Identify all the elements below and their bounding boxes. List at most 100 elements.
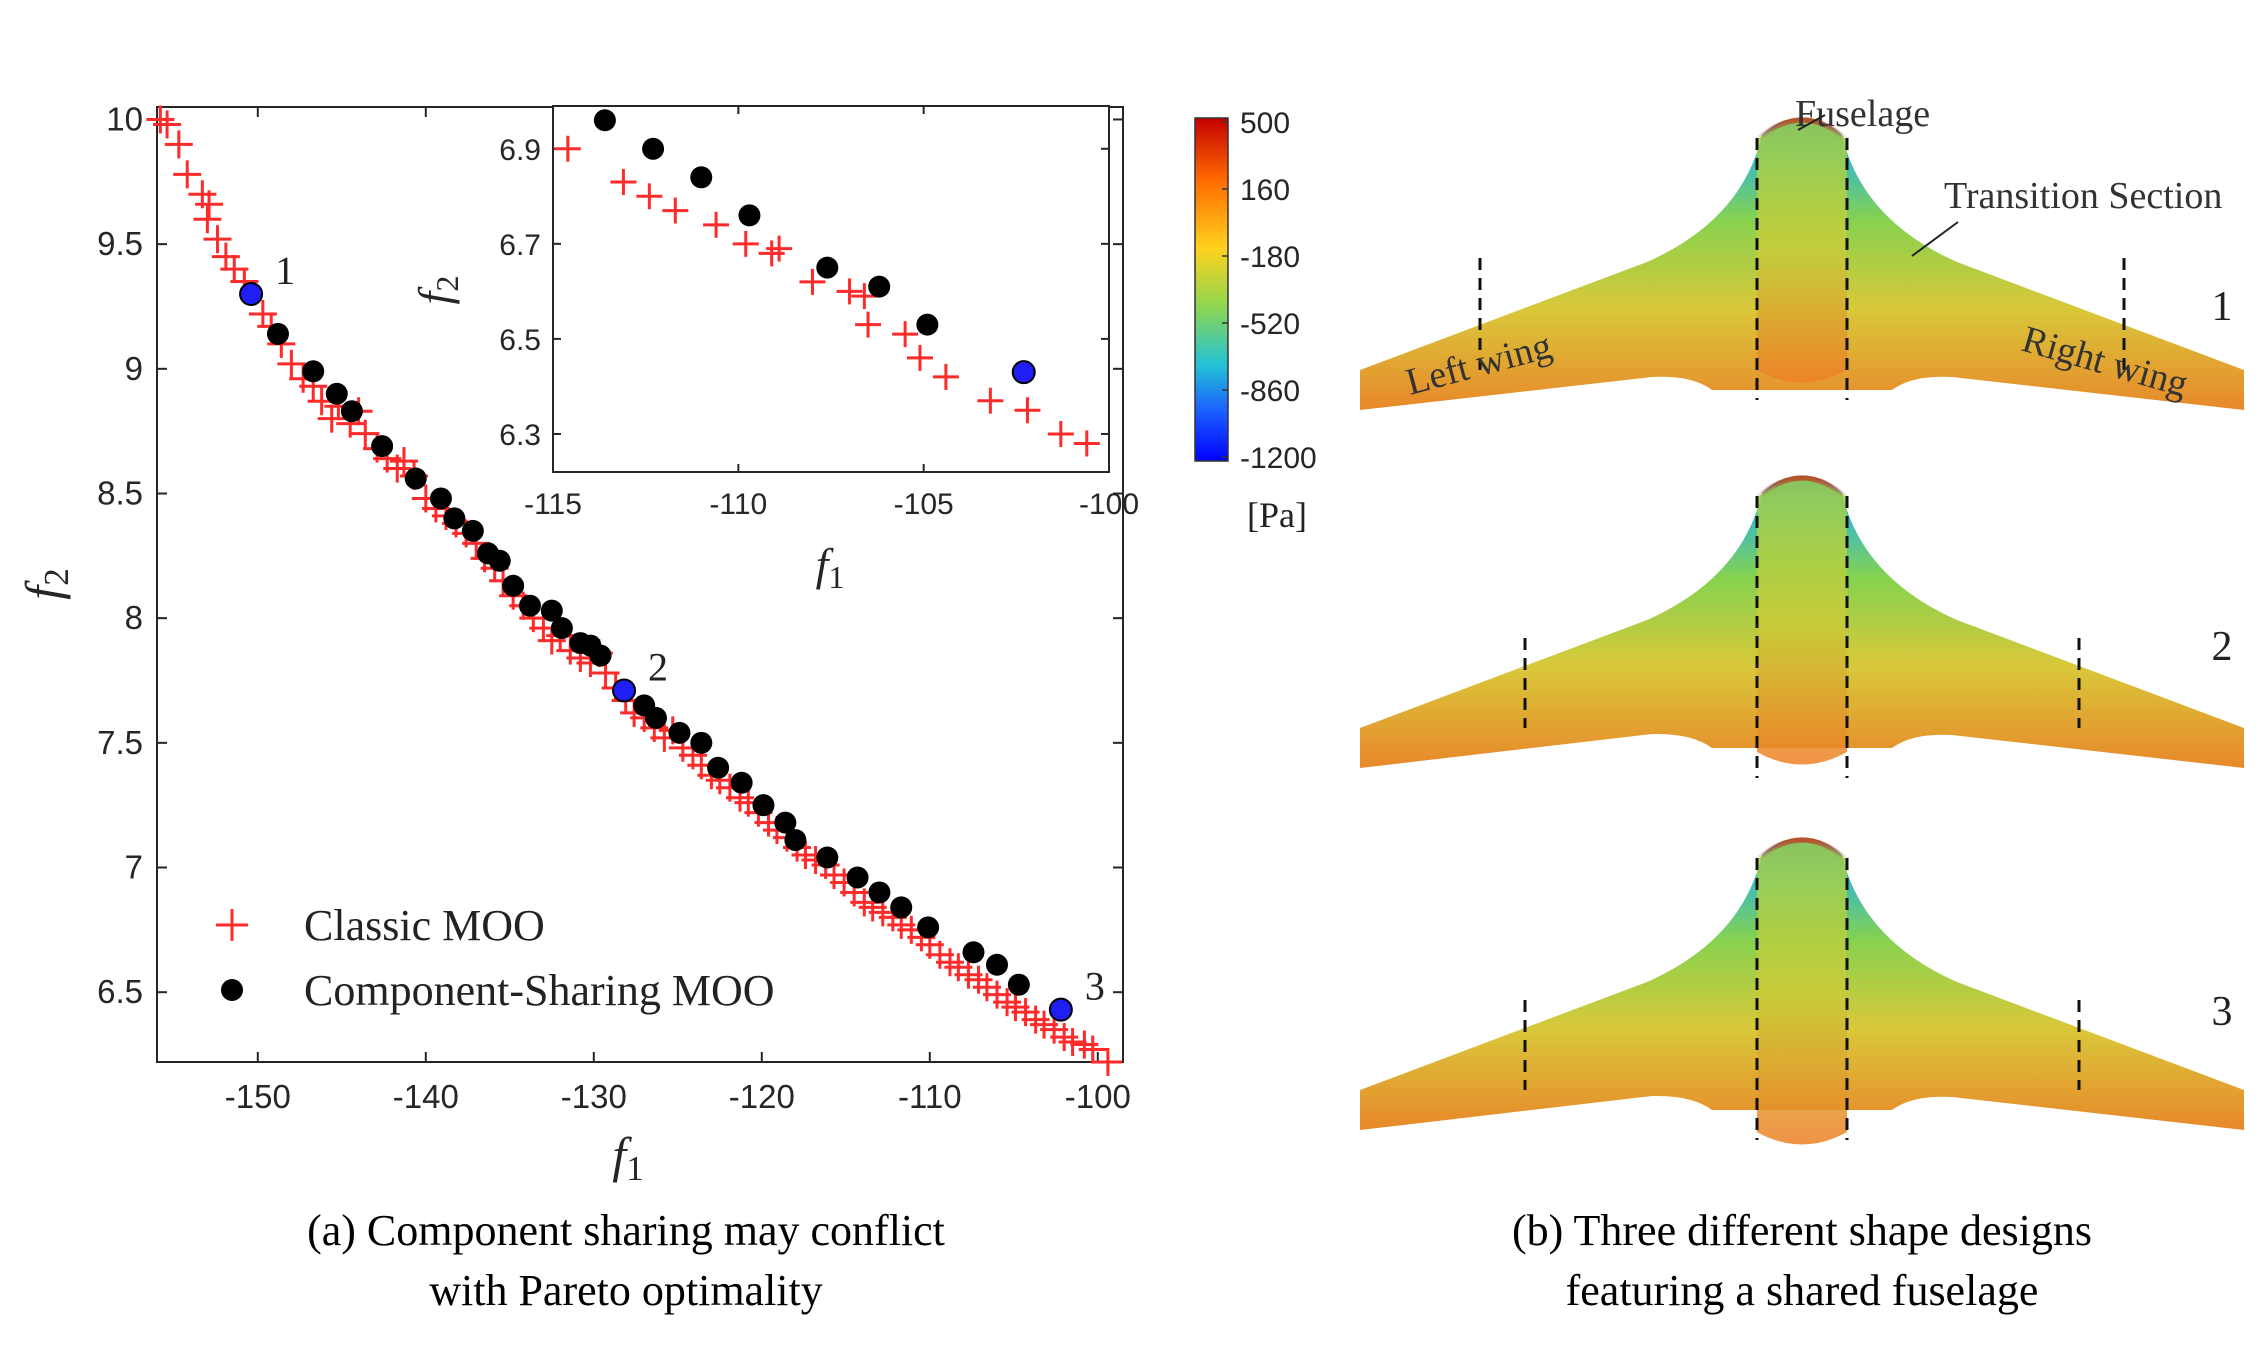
component-sharing-point: [461, 519, 484, 542]
classic-moo-point: [851, 283, 878, 310]
main-y-axis-label: f2: [15, 568, 76, 599]
component-sharing-point: [890, 896, 913, 919]
component-sharing-point: [707, 756, 730, 779]
component-sharing-point: [690, 731, 713, 754]
classic-moo-point: [610, 169, 637, 196]
x-tick-label: -110: [709, 488, 767, 521]
fuselage-label: Fuselage: [1795, 93, 1930, 135]
component-sharing-point: [868, 275, 891, 298]
component-sharing-point: [302, 360, 325, 383]
y-tick-label: 10: [106, 100, 143, 137]
x-tick-label: -100: [1065, 1078, 1131, 1115]
y-tick-label: 6.3: [499, 419, 541, 452]
y-tick-label: 7.5: [97, 724, 143, 761]
component-sharing-point: [642, 137, 665, 160]
x-tick-label: -105: [894, 488, 954, 521]
classic-moo-point: [977, 387, 1004, 414]
fuselage-surface: [1757, 840, 1847, 1145]
y-tick-label: 6.7: [499, 229, 541, 262]
component-sharing-point: [371, 435, 394, 458]
classic-moo-point: [193, 205, 222, 234]
transition-section-label: Transition Section: [1944, 175, 2222, 217]
selected-design-point: [1011, 360, 1036, 385]
component-sharing-point: [502, 574, 525, 597]
classic-moo-point: [1058, 1028, 1087, 1057]
legend-classic-label: Classic MOO: [304, 901, 545, 950]
x-tick-label: -115: [524, 488, 582, 521]
design-number: 3: [2212, 989, 2233, 1035]
component-sharing-point: [404, 467, 427, 490]
classic-moo-point: [317, 404, 346, 433]
component-sharing-point: [816, 846, 839, 869]
caption-b-line2: featuring a shared fuselage: [1566, 1266, 2039, 1315]
component-sharing-point: [518, 594, 541, 617]
classic-moo-point: [1078, 1035, 1107, 1064]
component-sharing-point: [488, 549, 511, 572]
legend-shared-label: Component-Sharing MOO: [304, 966, 775, 1015]
fuselage-nose-edge: [1755, 117, 1849, 142]
caption-a-line1: (a) Component sharing may conflict: [307, 1206, 945, 1255]
colorbar-unit: [Pa]: [1247, 495, 1307, 535]
fuselage-surface: [1757, 120, 1847, 383]
colorbar-ticks: 500 160 -180 -520 -860 -1200: [1222, 107, 1317, 475]
design-number: 2: [2212, 624, 2233, 670]
classic-moo-point: [636, 183, 663, 210]
component-sharing-point: [644, 706, 667, 729]
component-sharing-point: [325, 382, 348, 405]
classic-moo-point: [146, 105, 175, 134]
y-tick-label: 9: [125, 350, 143, 387]
classic-moo-point: [906, 344, 933, 371]
main-point-annotations: 1 2 3: [275, 248, 1105, 1009]
y-tick-label: 8: [125, 599, 143, 636]
y-tick-label: 6.9: [499, 134, 541, 167]
design-number-label: 1: [275, 248, 295, 293]
classic-moo-point: [892, 321, 919, 348]
inset-data-points: [554, 109, 1100, 457]
component-sharing-point: [593, 109, 616, 132]
component-sharing-point: [816, 256, 839, 279]
classic-moo-point: [703, 211, 730, 238]
classic-moo-point: [662, 197, 689, 224]
component-sharing-point: [550, 617, 573, 640]
colorbar-tick-label: 500: [1240, 107, 1290, 140]
colorbar-gradient: [1194, 117, 1229, 462]
classic-moo-point: [732, 230, 759, 257]
component-sharing-point: [1007, 973, 1030, 996]
classic-moo-point: [799, 268, 826, 295]
classic-moo-point: [855, 311, 882, 338]
classic-moo-point: [153, 110, 182, 139]
shape-designs: 1 2 3: [1360, 117, 2244, 1145]
component-sharing-point: [774, 811, 797, 834]
y-tick-label: 6.5: [97, 973, 143, 1010]
component-sharing-point: [730, 771, 753, 794]
component-sharing-point: [429, 487, 452, 510]
component-sharing-point: [752, 794, 775, 817]
fuselage-nose-edge: [1755, 475, 1849, 500]
inset-plot-frame: [552, 105, 1110, 473]
component-sharing-point: [540, 599, 563, 622]
component-sharing-point: [443, 507, 466, 530]
shape-design-2: 2: [1360, 475, 2244, 778]
component-sharing-point: [962, 941, 985, 964]
component-sharing-point: [340, 400, 363, 423]
colorbar-tick-label: -860: [1240, 375, 1300, 408]
shape-design-1: 1: [1360, 117, 2244, 410]
colorbar: 500 160 -180 -520 -860 -1200 [Pa]: [1194, 107, 1317, 535]
transition-leader-line: [1911, 221, 1959, 257]
design-number-label: 2: [648, 644, 668, 689]
component-sharing-point: [868, 881, 891, 904]
selected-design-point: [612, 678, 637, 703]
classic-moo-point: [277, 349, 306, 378]
design-number: 1: [2212, 284, 2233, 330]
classic-moo-point: [836, 278, 863, 305]
classic-moo-point: [1047, 420, 1074, 447]
x-tick-label: -120: [729, 1078, 795, 1115]
component-sharing-point: [916, 313, 939, 336]
classic-moo-point: [554, 135, 581, 162]
component-sharing-point: [266, 322, 289, 345]
classic-moo-point: [766, 235, 793, 262]
x-tick-label: -100: [1079, 488, 1139, 521]
shape-design-3: 3: [1360, 837, 2244, 1145]
component-sharing-point: [589, 644, 612, 667]
